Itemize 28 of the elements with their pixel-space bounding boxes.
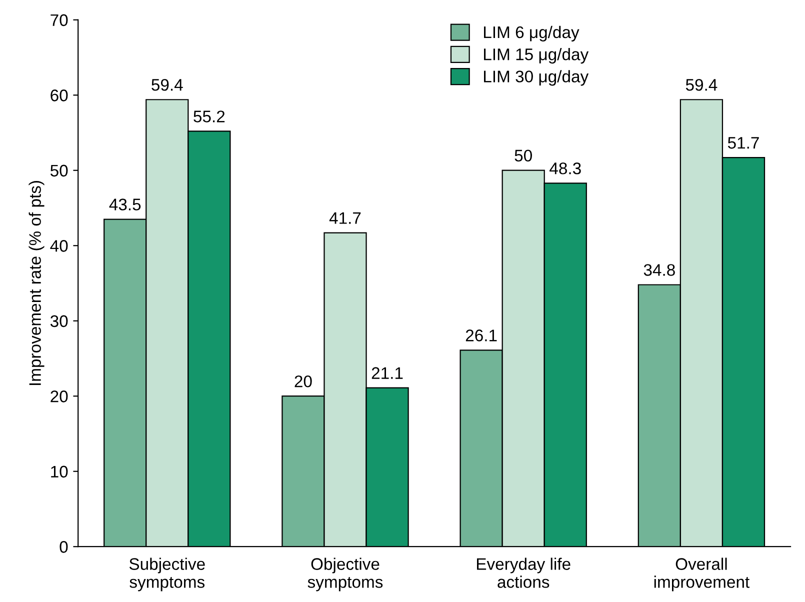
y-tick-label: 30 [50, 315, 68, 328]
x-tick-label: Overall improvement [654, 558, 750, 592]
data-label: 55.2 [194, 110, 225, 122]
data-label: 51.7 [728, 137, 759, 149]
y-tick-label: 10 [51, 466, 68, 478]
data-label: 48.3 [550, 162, 581, 174]
legend-label: LIM 6 μg/day [484, 26, 580, 42]
data-label: 20 [294, 375, 312, 388]
legend-label: LIM 30 μg/day [484, 70, 589, 86]
data-label: 50 [514, 150, 532, 162]
y-tick-label: 60 [50, 90, 68, 102]
data-label: 59.4 [152, 78, 183, 91]
legend-label: LIM 15 μg/day [484, 48, 589, 64]
y-tick-label: 0 [60, 541, 68, 553]
y-axis-title: Improvement rate (% of pts) [28, 180, 44, 385]
data-label: 34.8 [644, 264, 675, 276]
y-tick-label: 20 [50, 390, 68, 402]
data-label: 26.1 [466, 330, 497, 342]
y-tick-label: 50 [50, 164, 68, 177]
x-tick-label: Everyday life actions [477, 558, 570, 588]
x-tick-label: Objective symptoms [308, 558, 383, 592]
data-label: 21.1 [372, 367, 403, 379]
data-label: 43.5 [109, 198, 141, 210]
y-tick-label: 70 [50, 14, 68, 26]
y-tick-label: 40 [50, 240, 68, 252]
x-tick-label: Subjective symptoms [129, 558, 205, 592]
data-label: 41.7 [329, 212, 361, 224]
data-label: 59.4 [686, 78, 718, 91]
